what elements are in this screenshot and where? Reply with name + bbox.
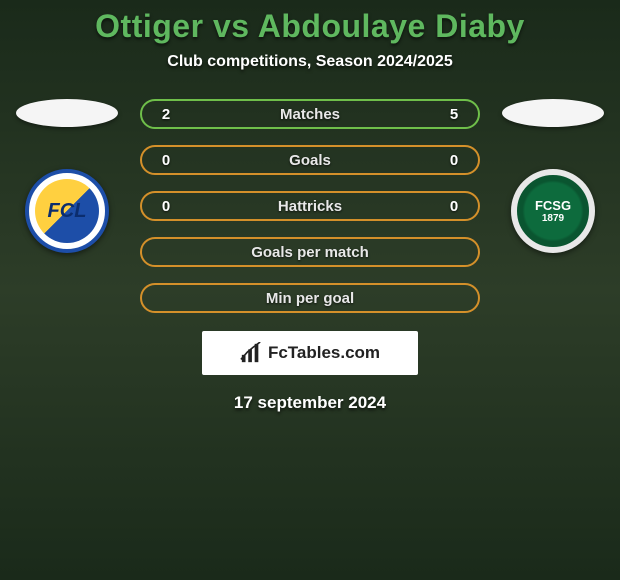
stat-right-value: 0 bbox=[442, 198, 466, 215]
stat-row-goals-per-match: Goals per match bbox=[140, 237, 480, 267]
brand-text: FcTables.com bbox=[268, 343, 380, 363]
stat-label: Hattricks bbox=[178, 198, 442, 215]
stat-row-min-per-goal: Min per goal bbox=[140, 283, 480, 313]
stat-row-matches: 2Matches5 bbox=[140, 99, 480, 129]
brand-watermark: FcTables.com bbox=[202, 331, 418, 375]
main-row: FCL 2Matches50Goals00Hattricks0Goals per… bbox=[0, 99, 620, 313]
stat-right-value: 0 bbox=[442, 152, 466, 169]
stat-row-hattricks: 0Hattricks0 bbox=[140, 191, 480, 221]
subtitle: Club competitions, Season 2024/2025 bbox=[0, 53, 620, 71]
stat-left-value: 0 bbox=[154, 198, 178, 215]
stat-left-value: 0 bbox=[154, 152, 178, 169]
right-club-year: 1879 bbox=[542, 214, 564, 224]
stat-label: Goals per match bbox=[178, 244, 442, 261]
stat-right-value: 5 bbox=[442, 106, 466, 123]
stat-label: Matches bbox=[178, 106, 442, 123]
stats-column: 2Matches50Goals00Hattricks0Goals per mat… bbox=[140, 99, 480, 313]
stat-label: Goals bbox=[178, 152, 442, 169]
stat-label: Min per goal bbox=[178, 290, 442, 307]
left-club-badge: FCL bbox=[25, 169, 109, 253]
bar-chart-icon bbox=[240, 342, 262, 364]
stat-left-value: 2 bbox=[154, 106, 178, 123]
left-club-short: FCL bbox=[48, 200, 87, 223]
left-country-flag bbox=[16, 99, 118, 127]
right-club-short: FCSG bbox=[535, 199, 571, 212]
right-player-col: FCSG 1879 bbox=[498, 99, 608, 253]
comparison-card: Ottiger vs Abdoulaye Diaby Club competit… bbox=[0, 0, 620, 413]
right-club-badge: FCSG 1879 bbox=[511, 169, 595, 253]
left-player-col: FCL bbox=[12, 99, 122, 253]
page-title: Ottiger vs Abdoulaye Diaby bbox=[0, 8, 620, 45]
right-country-flag bbox=[502, 99, 604, 127]
snapshot-date: 17 september 2024 bbox=[0, 393, 620, 413]
stat-row-goals: 0Goals0 bbox=[140, 145, 480, 175]
